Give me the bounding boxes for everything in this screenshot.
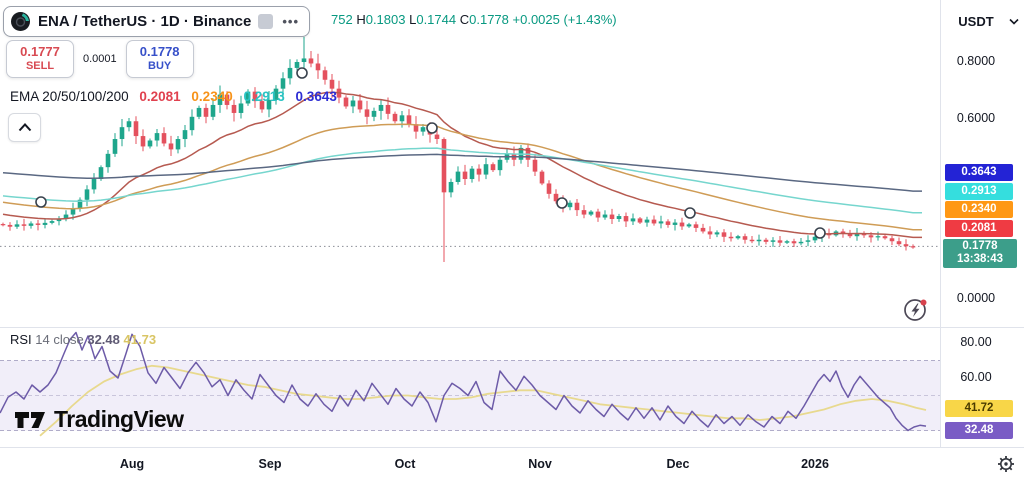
lightning-icon: [904, 299, 927, 321]
last-price-value: 0.1778: [962, 240, 998, 252]
ohlc-open: 752: [331, 12, 353, 27]
sell-price: 0.1777: [20, 44, 60, 59]
currency-label: USDT: [958, 14, 994, 29]
chart-style-icon[interactable]: [258, 14, 274, 29]
price-badge: 0.2913: [945, 182, 1013, 200]
tradingview-logo-text: TradingView: [54, 406, 184, 432]
spread-value: 0.0001: [83, 53, 117, 65]
price-badge: 0.2081: [945, 219, 1013, 237]
ohlc-low: 0.1744: [416, 12, 457, 27]
tradingview-watermark[interactable]: TradingView: [14, 406, 184, 433]
event-marker: [35, 196, 47, 208]
ohlc-high: 0.1803: [365, 12, 406, 27]
axis-tick: 0.0000: [956, 291, 996, 305]
time-label: Nov: [528, 457, 552, 471]
event-marker: [296, 67, 308, 79]
ema-legend[interactable]: EMA 20/50/100/200 0.2081 0.2340 0.2913 0…: [10, 89, 337, 104]
event-marker: [556, 197, 568, 209]
bar-countdown: 13:38:43: [956, 253, 1004, 265]
pane-separator[interactable]: [0, 327, 1024, 328]
rsi-legend-label: RSI: [10, 332, 32, 347]
sell-button[interactable]: 0.1777 SELL: [6, 40, 74, 78]
rsi-value: 32.48: [87, 332, 120, 347]
ema50-value: 0.2340: [191, 89, 233, 104]
axis-tick: 0.6000: [956, 111, 996, 125]
event-marker: [814, 227, 826, 239]
ohlc-close: 0.1778: [469, 12, 509, 27]
ema20-value: 0.2081: [139, 89, 181, 104]
ema100-value: 0.2913: [243, 89, 285, 104]
axis-tick: 60.00: [960, 370, 992, 384]
axis-tick: 0.8000: [956, 54, 996, 68]
chevron-down-icon: [1009, 18, 1019, 25]
symbol-title: ENA / TetherUS · 1D · Binance: [38, 13, 252, 30]
time-label: Aug: [119, 457, 145, 471]
settings-button[interactable]: [997, 455, 1015, 473]
ema100-line: [2, 147, 922, 214]
collapse-legend-button[interactable]: [8, 113, 41, 142]
rsi-ma-value: 41.73: [123, 332, 157, 347]
time-axis-separator: [0, 447, 1024, 448]
candle-series: [0, 36, 916, 262]
ema50-line: [2, 123, 922, 231]
price-axis[interactable]: USDT 0.8000 0.6000 0.0000 80.00 60.00 0.3643 0…: [941, 0, 1024, 447]
flash-alert-button[interactable]: [902, 296, 930, 324]
gear-icon: [998, 456, 1014, 472]
time-label: 2026: [801, 457, 829, 471]
price-badge: 0.3643: [945, 163, 1013, 181]
last-price-badge: 0.1778 13:38:43: [943, 238, 1017, 268]
ohlc-change: +0.0025 (+1.43%): [512, 12, 617, 27]
rsi-legend[interactable]: RSI 14 close 32.48 41.73: [10, 332, 156, 347]
rsi-params: 14 close: [35, 332, 84, 347]
buy-label: BUY: [148, 60, 172, 72]
chevron-up-icon: [18, 123, 31, 132]
price-axis-separator: [940, 0, 941, 447]
buy-price: 0.1778: [139, 44, 180, 59]
symbol-pill[interactable]: ENA / TetherUS · 1D · Binance •••: [3, 6, 311, 37]
rsi-line: [0, 331, 927, 432]
time-label: Oct: [394, 457, 416, 471]
price-chart-canvas[interactable]: [0, 0, 940, 327]
ena-logo-icon: [11, 12, 30, 31]
ema-legend-label: EMA 20/50/100/200: [10, 89, 129, 104]
currency-selector[interactable]: USDT: [941, 14, 1019, 29]
price-badge: 41.72: [945, 399, 1013, 417]
buy-button[interactable]: 0.1778 BUY: [125, 40, 194, 78]
more-options-icon[interactable]: •••: [282, 14, 300, 29]
ema200-line: [2, 153, 922, 192]
notification-dot: [920, 299, 927, 306]
rsi-chart-canvas[interactable]: [0, 327, 940, 447]
ema20-line: [2, 91, 922, 239]
ema200-value: 0.3643: [295, 89, 337, 104]
ohlc-readout: 752 H0.1803 L0.1744 C0.1778 +0.0025 (+1.…: [331, 12, 617, 27]
time-axis[interactable]: Aug Sep Oct Nov Dec 2026: [0, 448, 1024, 478]
event-marker: [426, 122, 438, 134]
time-label: Sep: [258, 457, 282, 471]
time-label: Dec: [666, 457, 690, 471]
axis-tick: 80.00: [960, 335, 992, 349]
price-badge: 0.2340: [945, 200, 1013, 218]
event-marker: [684, 207, 696, 219]
trade-widget: 0.1777 SELL 0.0001 0.1778 BUY: [6, 40, 194, 78]
sell-label: SELL: [25, 60, 55, 72]
price-badge: 32.48: [945, 421, 1013, 439]
tradingview-logo-icon: [15, 411, 45, 428]
